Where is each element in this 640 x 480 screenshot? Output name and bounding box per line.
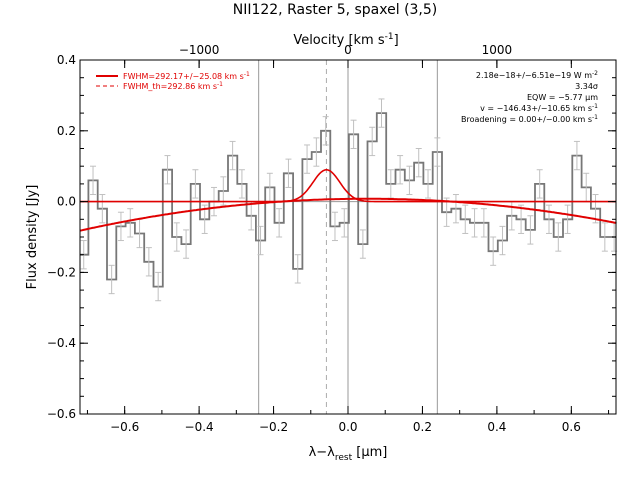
continuum-fit-line	[79, 197, 617, 232]
error-bar	[378, 98, 385, 128]
error-bar	[127, 208, 134, 238]
error-bar	[117, 211, 124, 242]
y-tick-label: −0.2	[47, 265, 76, 279]
error-bar	[294, 254, 301, 284]
error-bar	[322, 116, 329, 146]
error-bar	[173, 222, 180, 252]
y-tick-label: −0.4	[47, 336, 76, 350]
error-bar	[536, 169, 543, 199]
error-bar	[145, 247, 152, 277]
x-tick-label: −0.2	[259, 420, 288, 434]
error-bar	[406, 165, 413, 196]
error-bar	[359, 229, 366, 259]
error-bar	[443, 197, 450, 227]
y-tick-label: −0.6	[47, 407, 76, 421]
legend: FWHM=292.17+/−25.08 km s-1 FWHM_th=292.8…	[96, 71, 250, 91]
y-tick-label: 0.0	[57, 195, 76, 209]
legend-entry-fwhm: FWHM=292.17+/−25.08 km s-1	[123, 71, 250, 81]
error-bar	[99, 194, 106, 224]
x2-tick-label: 0	[344, 43, 352, 57]
annotation-sigma: 3.34σ	[575, 82, 598, 91]
annotation-velocity: v = −146.43+/−10.65 km s-1	[480, 103, 598, 113]
error-bar	[313, 137, 320, 167]
error-bar	[238, 169, 245, 199]
plot-area	[79, 60, 618, 414]
y-axis-label: Flux density [Jy]	[25, 185, 40, 290]
error-bar	[276, 208, 283, 238]
x-tick-label: −0.6	[110, 420, 139, 434]
error-bar	[546, 204, 552, 234]
error-bar	[555, 222, 562, 252]
error-bar	[564, 204, 571, 234]
x-tick-label: 0.6	[562, 420, 581, 434]
x2-tick-label: −1000	[179, 43, 220, 57]
error-bar	[192, 169, 199, 199]
x-axis-label: λ−λrest [μm]	[309, 445, 388, 463]
annotation-eqw: EQW = −5.77 μm	[527, 93, 598, 102]
error-bar	[518, 204, 525, 234]
x-tick-label: −0.4	[185, 420, 214, 434]
error-bar	[462, 204, 469, 234]
error-bar	[425, 169, 432, 199]
annotation-broadening: Broadening = 0.00+/−0.00 km s-1	[461, 114, 598, 124]
error-bar	[350, 119, 357, 149]
x2-axis-label: Velocity [km s-1]	[293, 32, 398, 48]
axes: −0.6 −0.4 −0.2 0.0 0.2 0.4 0.6 −1000 0 1000 −0.6 −0…	[47, 43, 616, 434]
fit-annotations: 2.18e−18+/−6.51e−19 W m-2 3.34σ EQW = −5…	[461, 70, 598, 124]
error-bar	[90, 165, 97, 196]
error-bar	[331, 211, 338, 242]
error-bar	[285, 158, 292, 188]
legend-entry-fwhm-th: FWHM_th=292.86 km s-1	[123, 81, 223, 91]
error-bar	[415, 148, 422, 178]
error-bar	[490, 236, 497, 266]
error-bar	[229, 140, 236, 171]
y-tick-label: 0.4	[57, 53, 76, 67]
error-bar	[183, 229, 190, 259]
error-bar	[471, 208, 478, 238]
annotation-flux: 2.18e−18+/−6.51e−19 W m-2	[476, 70, 598, 80]
error-bar	[155, 271, 162, 302]
error-bar	[480, 208, 487, 238]
error-bar	[499, 225, 506, 256]
error-bar	[527, 215, 534, 245]
gaussian-fit-line	[80, 168, 616, 203]
chart-title: NII122, Raster 5, spaxel (3,5)	[233, 2, 438, 18]
error-bar	[369, 126, 376, 157]
error-bar	[108, 264, 115, 295]
y-tick-label: 0.2	[57, 124, 76, 138]
error-bar	[397, 155, 404, 185]
error-bar	[257, 225, 264, 256]
error-bar	[434, 137, 441, 167]
error-bar	[573, 140, 580, 171]
error-bar	[601, 222, 608, 252]
error-bar	[164, 155, 171, 185]
x2-tick-label: 1000	[482, 43, 513, 57]
error-bar	[304, 144, 311, 174]
error-bar	[220, 176, 227, 206]
x-tick-label: 0.2	[413, 420, 432, 434]
x-tick-label: 0.4	[487, 420, 506, 434]
error-bar	[341, 208, 348, 238]
x-tick-label: 0.0	[338, 420, 357, 434]
error-bar	[452, 194, 459, 224]
